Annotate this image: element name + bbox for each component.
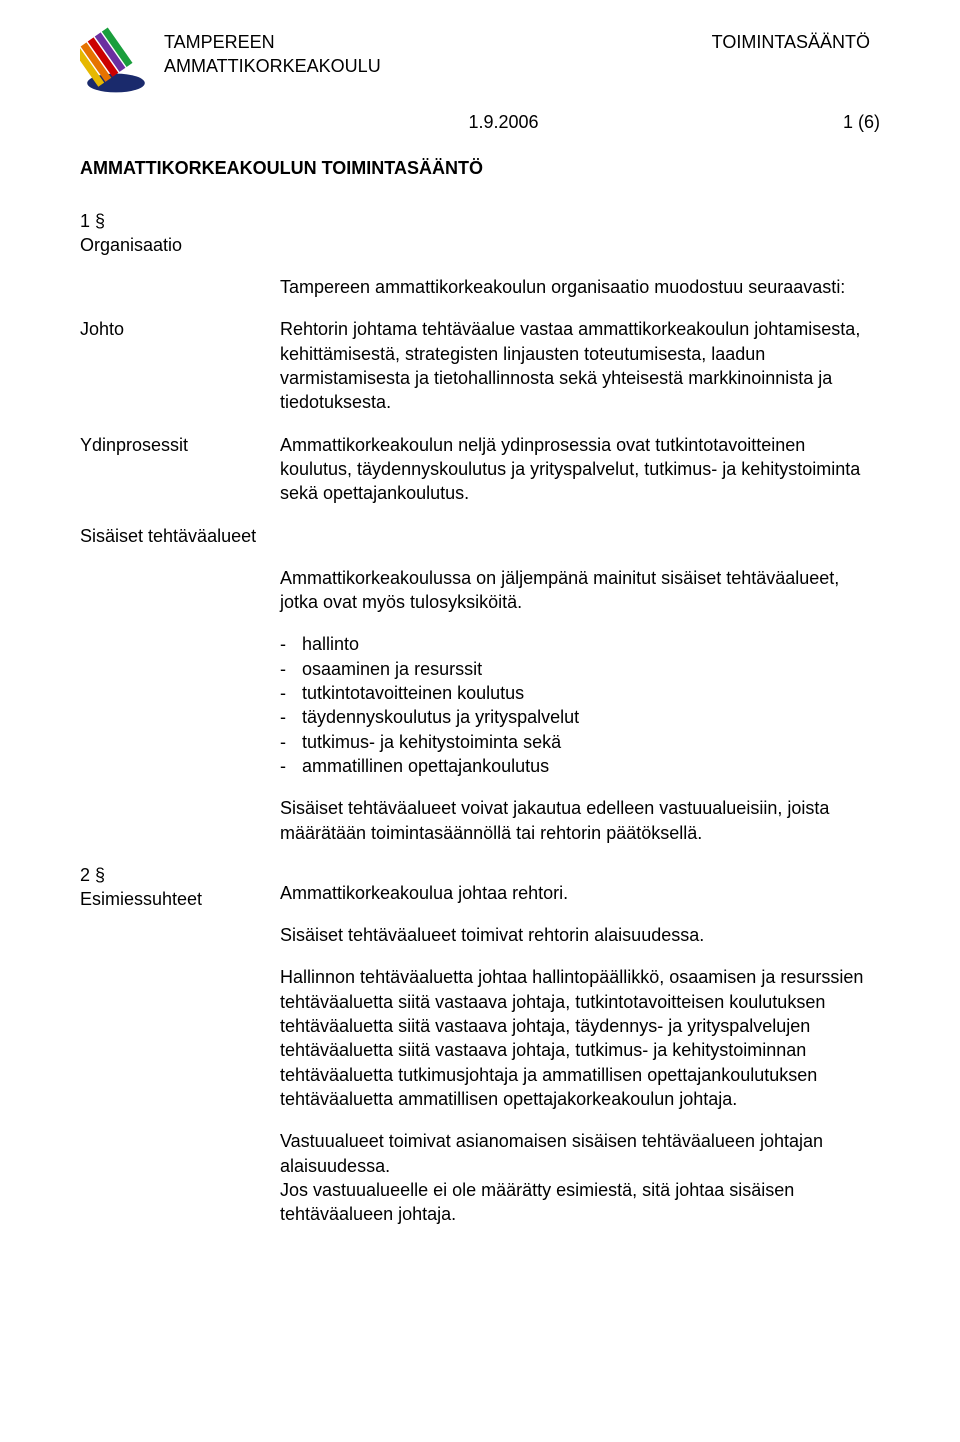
section-2-label-col: 2 § Esimiessuhteet bbox=[80, 863, 280, 912]
list-item: tutkimus- ja kehitystoiminta sekä bbox=[302, 730, 880, 754]
johto-text: Rehtorin johtama tehtäväalue vastaa amma… bbox=[280, 317, 880, 414]
page-number: 1 (6) bbox=[843, 110, 880, 134]
document-title: AMMATTIKORKEAKOULUN TOIMINTASÄÄNTÖ bbox=[80, 156, 880, 180]
esimies-p2: Sisäiset tehtäväalueet toimivat rehtorin… bbox=[280, 923, 880, 947]
ydinprosessit-row: Ydinprosessit Ammattikorkeakoulun neljä … bbox=[80, 433, 880, 506]
section-1-number: 1 § bbox=[80, 209, 880, 233]
doc-type: TOIMINTASÄÄNTÖ bbox=[712, 30, 870, 54]
org-name-line1: TAMPEREEN bbox=[164, 30, 275, 54]
logo-icon bbox=[80, 24, 152, 96]
johto-label: Johto bbox=[80, 317, 280, 341]
page-header: TAMPEREEN TOIMINTASÄÄNTÖ AMMATTIKORKEAKO… bbox=[80, 30, 880, 96]
org-logo bbox=[80, 24, 152, 96]
esimies-p3: Hallinnon tehtäväaluetta johtaa hallinto… bbox=[280, 965, 880, 1111]
list-item: osaaminen ja resurssit bbox=[302, 657, 880, 681]
sisaiset-text2: Sisäiset tehtäväalueet voivat jakautua e… bbox=[280, 796, 880, 845]
section-1-intro: Tampereen ammattikorkeakoulun organisaat… bbox=[280, 275, 880, 299]
johto-row: Johto Rehtorin johtama tehtäväalue vasta… bbox=[80, 317, 880, 414]
sisaiset-intro: Ammattikorkeakoulussa on jäljempänä main… bbox=[280, 566, 880, 615]
list-item: täydennyskoulutus ja yrityspalvelut bbox=[302, 705, 880, 729]
header-line-1: TAMPEREEN TOIMINTASÄÄNTÖ bbox=[164, 30, 880, 54]
sisaiset-bullets: hallinto osaaminen ja resurssit tutkinto… bbox=[280, 632, 880, 778]
doc-date: 1.9.2006 bbox=[468, 110, 538, 134]
section-2-content: Ammattikorkeakoulua johtaa rehtori. Sisä… bbox=[280, 863, 880, 1245]
list-item: hallinto bbox=[302, 632, 880, 656]
esimies-p5: Jos vastuualueelle ei ole määrätty esimi… bbox=[280, 1178, 880, 1227]
page: TAMPEREEN TOIMINTASÄÄNTÖ AMMATTIKORKEAKO… bbox=[0, 0, 960, 1442]
header-text-block: TAMPEREEN TOIMINTASÄÄNTÖ AMMATTIKORKEAKO… bbox=[164, 30, 880, 79]
section-1-name: Organisaatio bbox=[80, 233, 880, 257]
esimies-p4: Vastuualueet toimivat asianomaisen sisäi… bbox=[280, 1129, 880, 1178]
list-item: ammatillinen opettajankoulutus bbox=[302, 754, 880, 778]
org-name-line2: AMMATTIKORKEAKOULU bbox=[164, 54, 880, 78]
ydinprosessit-label: Ydinprosessit bbox=[80, 433, 280, 457]
list-item: tutkintotavoitteinen koulutus bbox=[302, 681, 880, 705]
sisaiset-bullet-block: hallinto osaaminen ja resurssit tutkinto… bbox=[280, 632, 880, 778]
esimies-p1: Ammattikorkeakoulua johtaa rehtori. bbox=[280, 881, 880, 905]
section-2-number: 2 § bbox=[80, 863, 280, 887]
header-date-page: 1.9.2006 1 (6) bbox=[164, 110, 880, 134]
section-2-row: 2 § Esimiessuhteet Ammattikorkeakoulua j… bbox=[80, 863, 880, 1245]
ydinprosessit-text: Ammattikorkeakoulun neljä ydinprosessia … bbox=[280, 433, 880, 506]
section-2-name: Esimiessuhteet bbox=[80, 887, 280, 911]
sisaiset-heading: Sisäiset tehtäväalueet bbox=[80, 524, 880, 548]
